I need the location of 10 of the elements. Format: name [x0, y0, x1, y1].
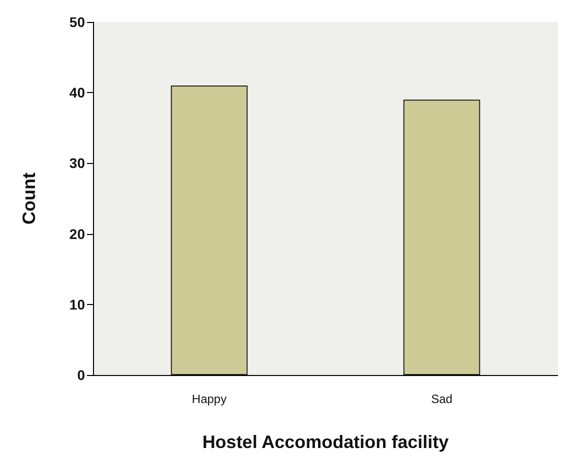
- y-tick-label: 40: [69, 84, 86, 101]
- x-tick-label: Happy: [192, 392, 227, 406]
- x-tick-label: Sad: [431, 392, 452, 406]
- y-axis-title: Count: [19, 172, 39, 224]
- y-tick-label: 10: [69, 296, 86, 312]
- y-tick-label: 20: [69, 226, 86, 242]
- y-tick-label: 0: [77, 367, 86, 383]
- y-tick-label: 30: [69, 155, 86, 172]
- x-axis-title: Hostel Accomodation facility: [202, 432, 449, 452]
- y-tick-label: 50: [69, 14, 86, 30]
